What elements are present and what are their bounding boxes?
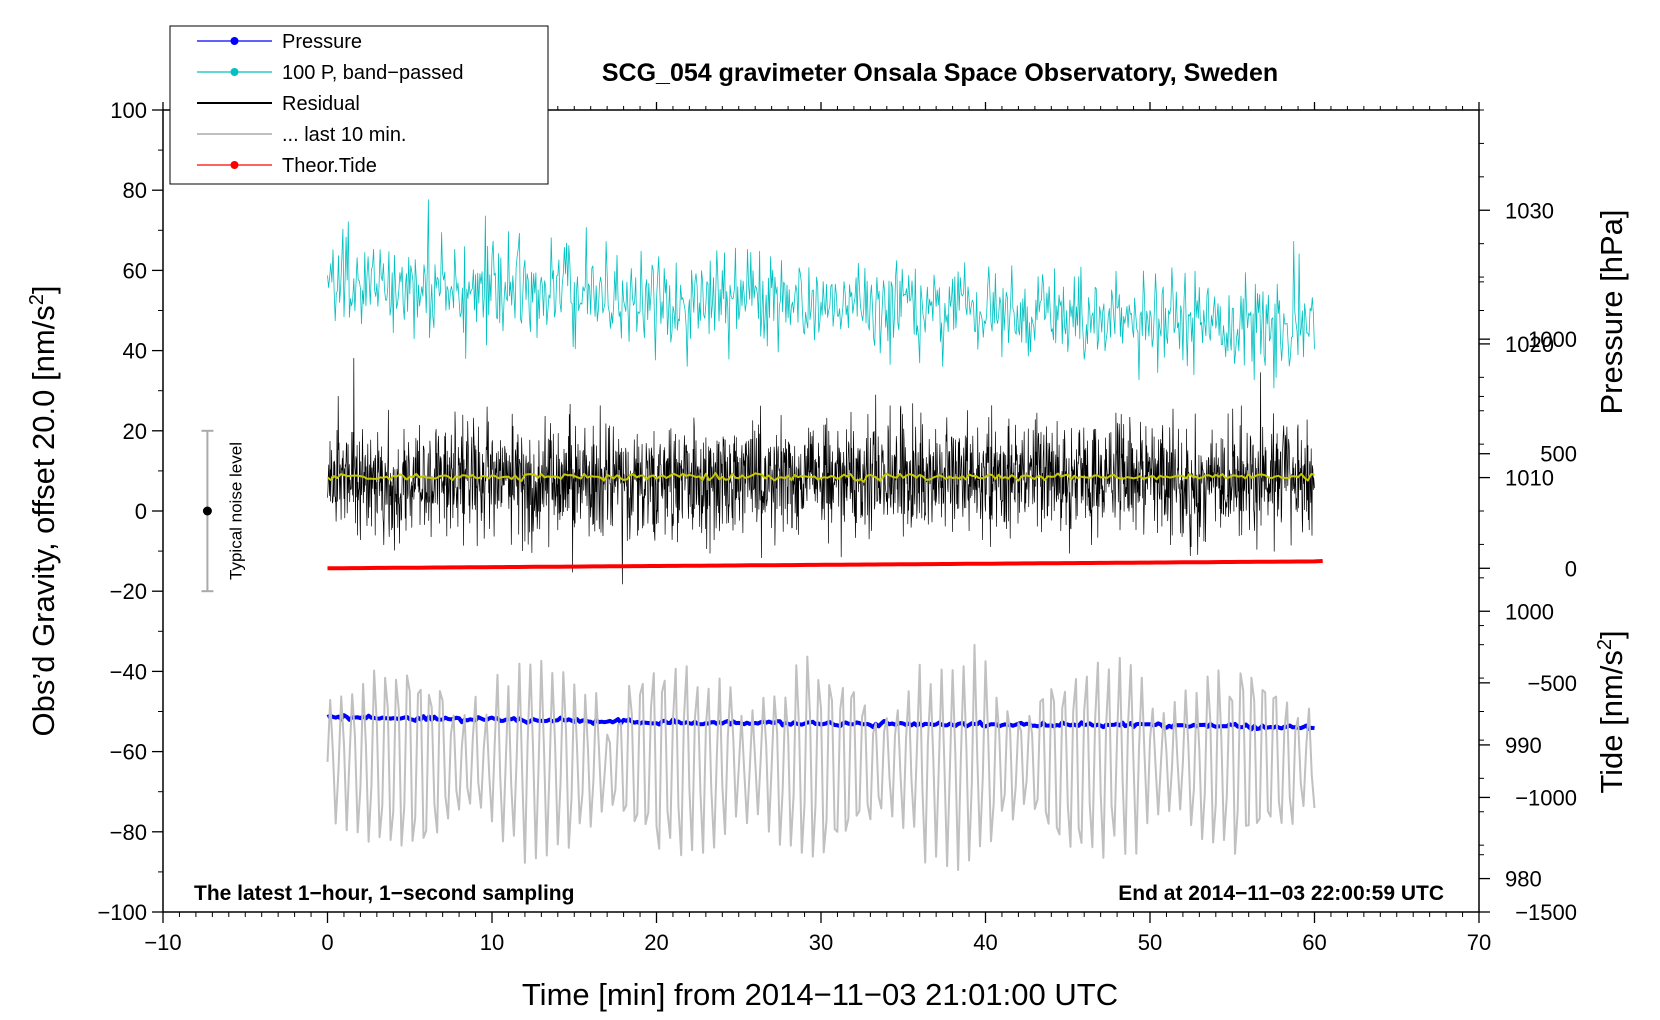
x-tick-label: 40: [973, 930, 997, 955]
legend-marker: [230, 161, 239, 169]
x-tick-label: 20: [644, 930, 668, 955]
tide-tick-label: 500: [1540, 442, 1577, 467]
x-tick-label: 10: [480, 930, 504, 955]
chart-title: SCG_054 gravimeter Onsala Space Observat…: [602, 59, 1278, 87]
y-tick-label: 60: [123, 258, 147, 283]
y-tick-label: −20: [110, 579, 147, 604]
pressure-tick-label: 1020: [1505, 332, 1554, 357]
last-10-min-line: [326, 643, 1316, 871]
y-tick-label: 20: [123, 419, 147, 444]
y-axis-tide-title-main: Tide [nm/s: [1594, 650, 1629, 794]
noise-bar-center-dot: [202, 506, 212, 516]
y-axis-pressure-title: Pressure [hPa]: [1594, 209, 1629, 414]
pressure-tick-label: 1030: [1505, 198, 1554, 223]
legend-marker: [230, 37, 239, 45]
legend-marker: [230, 68, 239, 76]
y-axis-left-title-end: ]: [26, 285, 61, 294]
y-tick-label: −100: [97, 900, 147, 925]
x-tick-label: 0: [321, 930, 333, 955]
residual-line: [327, 358, 1315, 585]
series-layer: [326, 199, 1323, 871]
x-tick-label: 70: [1467, 930, 1491, 955]
legend-label: Theor.Tide: [282, 155, 377, 177]
y-tick-label: 80: [123, 178, 147, 203]
pressure-tick-label: 1010: [1505, 466, 1554, 491]
tide-line: [327, 559, 1323, 571]
y-axis-tide-title: Tide [nm/s2]: [1594, 630, 1629, 793]
y-tick-label: 40: [123, 339, 147, 364]
tide-tick-label: 1000: [1528, 327, 1577, 352]
x-tick-label: −10: [144, 930, 181, 955]
x-tick-label: 30: [809, 930, 833, 955]
legend-label: ... last 10 min.: [282, 124, 407, 146]
x-tick-label: 60: [1302, 930, 1326, 955]
y-tick-label: −40: [110, 659, 147, 684]
y-axis-left-title-sup: 2: [26, 294, 48, 305]
tide-tick-label: −500: [1527, 671, 1577, 696]
axes-layer: −10 0 10 20 30 40 50 60 70−100−80−60−40−20020406…: [97, 98, 1577, 955]
legend: Pressure 100 P, band−passed Residual ... la…: [169, 25, 549, 185]
tide-tick-label: −1000: [1515, 785, 1577, 810]
annotation-left: The latest 1−hour, 1−second sampling: [194, 882, 574, 905]
y-axis-left-title-main: Obs’d Gravity, offset 20.0 [nm/s: [26, 305, 61, 736]
pressure-tick-label: 1000: [1505, 599, 1554, 624]
noise-level-label: Typical noise level: [226, 442, 245, 580]
x-tick-label: 50: [1138, 930, 1162, 955]
y-tick-label: −80: [110, 820, 147, 845]
y-tick-label: −60: [110, 740, 147, 765]
tide-tick-label: −1500: [1515, 900, 1577, 925]
tide-tick-label: 0: [1565, 556, 1577, 581]
pressure-tick-label: 980: [1505, 867, 1542, 892]
pressure-tick-label: 990: [1505, 733, 1542, 758]
y-tick-label: 0: [135, 499, 147, 524]
legend-box: [169, 25, 549, 185]
y-axis-tide-title-sup: 2: [1594, 639, 1616, 650]
x-axis-title: Time [min] from 2014−11−03 21:01:00 UTC: [522, 977, 1118, 1012]
pressure-bandpassed-line: [327, 199, 1315, 389]
y-axis-tide-title-end: ]: [1594, 630, 1629, 639]
legend-label: 100 P, band−passed: [282, 62, 463, 84]
legend-label: Residual: [282, 93, 360, 115]
y-tick-label: 100: [110, 98, 147, 123]
y-axis-left-title: Obs’d Gravity, offset 20.0 [nm/s2]: [26, 285, 61, 736]
residual-smoothed-line: [326, 472, 1315, 483]
legend-label: Pressure: [282, 31, 362, 53]
annotation-right: End at 2014−11−03 22:00:59 UTC: [1118, 882, 1444, 905]
noise-level-indicator: Typical noise level: [201, 429, 245, 593]
